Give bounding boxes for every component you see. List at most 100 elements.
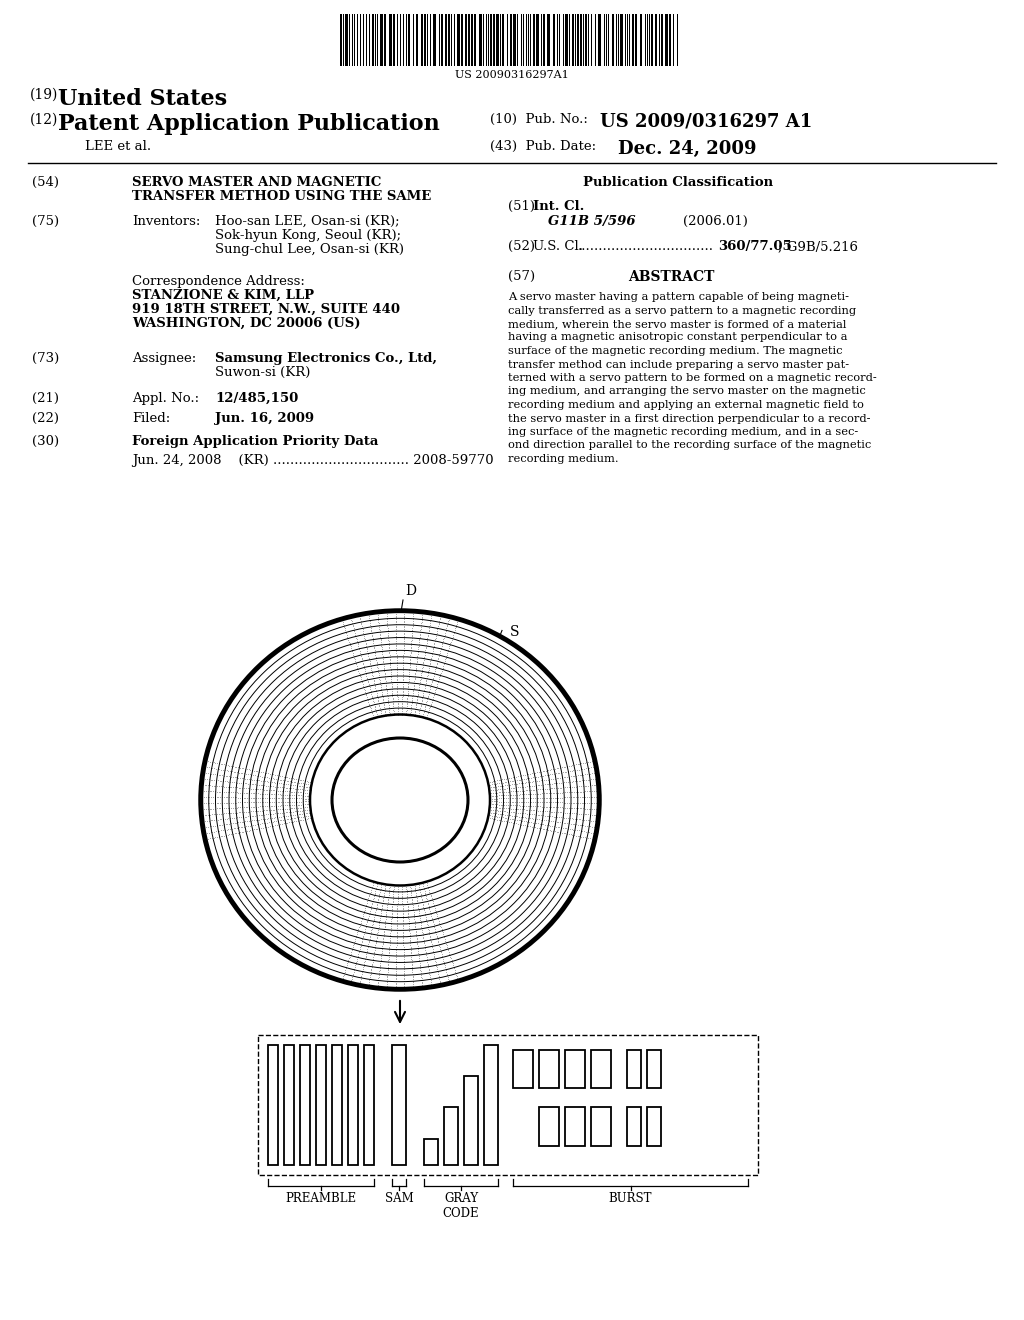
Text: D: D	[406, 583, 416, 598]
Text: (22): (22)	[32, 412, 59, 425]
Bar	[340, 15, 342, 66]
Bar	[651, 15, 653, 66]
Text: (30): (30)	[32, 436, 59, 447]
Text: (19): (19)	[30, 88, 58, 102]
Bar	[591, 1107, 611, 1146]
Text: Sok-hyun Kong, Seoul (KR);: Sok-hyun Kong, Seoul (KR);	[215, 228, 401, 242]
Text: 360/77.05: 360/77.05	[718, 240, 792, 253]
Bar	[258, 1035, 758, 1175]
Text: PREAMBLE: PREAMBLE	[286, 1192, 356, 1205]
Bar	[457, 15, 460, 66]
Bar	[464, 1076, 478, 1166]
Bar	[364, 1045, 374, 1166]
Bar	[510, 15, 512, 66]
Bar	[389, 15, 392, 66]
Text: (75): (75)	[32, 215, 59, 228]
Bar	[449, 15, 450, 66]
Bar	[577, 15, 579, 66]
Bar	[665, 15, 668, 66]
Bar	[534, 15, 535, 66]
Text: (2006.01): (2006.01)	[683, 215, 748, 228]
Ellipse shape	[332, 738, 468, 862]
Bar	[553, 15, 555, 66]
Text: SERVO MASTER AND MAGNETIC: SERVO MASTER AND MAGNETIC	[132, 176, 381, 189]
Text: Jun. 24, 2008    (KR) ................................ 2008-59770: Jun. 24, 2008 (KR) .....................…	[132, 454, 494, 467]
Text: Hoo-san LEE, Osan-si (KR);: Hoo-san LEE, Osan-si (KR);	[215, 215, 399, 228]
Bar	[513, 15, 516, 66]
Bar	[547, 15, 550, 66]
Text: (54): (54)	[32, 176, 59, 189]
Bar	[580, 15, 582, 66]
Text: WASHINGTON, DC 20006 (US): WASHINGTON, DC 20006 (US)	[132, 317, 360, 330]
Bar	[380, 15, 383, 66]
Text: (21): (21)	[32, 392, 59, 405]
Bar	[662, 15, 663, 66]
Text: ABSTRACT: ABSTRACT	[628, 271, 715, 284]
Text: (52): (52)	[508, 240, 535, 253]
Bar	[565, 1107, 585, 1146]
Bar	[627, 1049, 641, 1089]
Text: Patent Application Publication: Patent Application Publication	[58, 114, 439, 135]
Text: ing medium, and arranging the servo master on the magnetic: ing medium, and arranging the servo mast…	[508, 387, 865, 396]
Text: Assignee:: Assignee:	[132, 352, 197, 366]
Bar	[474, 15, 476, 66]
Bar	[565, 1049, 585, 1089]
Text: SAM: SAM	[385, 1192, 414, 1205]
Bar	[471, 15, 473, 66]
Bar	[502, 15, 504, 66]
Bar	[268, 1045, 278, 1166]
Text: Sung-chul Lee, Osan-si (KR): Sung-chul Lee, Osan-si (KR)	[215, 243, 404, 256]
Bar	[669, 15, 671, 66]
Bar	[484, 1045, 498, 1166]
Bar	[493, 15, 495, 66]
Text: recording medium.: recording medium.	[508, 454, 618, 465]
Bar	[612, 15, 614, 66]
Bar	[640, 15, 642, 66]
Text: ................................: ................................	[578, 240, 714, 253]
Text: A servo master having a pattern capable of being magneti-: A servo master having a pattern capable …	[508, 292, 849, 302]
Bar	[461, 15, 463, 66]
Text: GRAY
CODE: GRAY CODE	[442, 1192, 479, 1220]
Text: (73): (73)	[32, 352, 59, 366]
Bar	[655, 15, 657, 66]
Bar	[345, 15, 348, 66]
Text: U.S. Cl.: U.S. Cl.	[534, 240, 583, 253]
Bar	[421, 15, 423, 66]
Bar	[441, 15, 443, 66]
Bar	[591, 1049, 611, 1089]
Bar	[632, 15, 634, 66]
Text: US 20090316297A1: US 20090316297A1	[455, 70, 569, 81]
Bar	[647, 1107, 662, 1146]
Bar	[585, 15, 587, 66]
Text: Dec. 24, 2009: Dec. 24, 2009	[618, 140, 757, 158]
Text: 919 18TH STREET, N.W., SUITE 440: 919 18TH STREET, N.W., SUITE 440	[132, 304, 400, 315]
Bar	[479, 15, 482, 66]
Bar	[408, 15, 410, 66]
Text: 12/485,150: 12/485,150	[215, 392, 298, 405]
Text: (10)  Pub. No.:: (10) Pub. No.:	[490, 114, 588, 125]
Bar	[444, 1107, 458, 1166]
Bar	[627, 1107, 641, 1146]
Text: BURST: BURST	[608, 1192, 652, 1205]
Bar	[433, 15, 436, 66]
Bar	[445, 15, 447, 66]
Text: (51): (51)	[508, 201, 535, 213]
Text: transfer method can include preparing a servo master pat-: transfer method can include preparing a …	[508, 359, 849, 370]
Text: US 2009/0316297 A1: US 2009/0316297 A1	[600, 114, 812, 131]
Text: Appl. No.:: Appl. No.:	[132, 392, 199, 405]
Bar	[496, 15, 499, 66]
Text: ; G9B/5.216: ; G9B/5.216	[778, 240, 858, 253]
Text: G11B 5/596: G11B 5/596	[548, 215, 636, 228]
Bar	[539, 1049, 559, 1089]
Text: (43)  Pub. Date:: (43) Pub. Date:	[490, 140, 596, 153]
Bar	[543, 15, 545, 66]
Bar	[384, 15, 386, 66]
Bar	[598, 15, 601, 66]
Bar	[513, 1049, 534, 1089]
Bar	[393, 15, 395, 66]
Text: the servo master in a first direction perpendicular to a record-: the servo master in a first direction pe…	[508, 413, 870, 424]
Text: Samsung Electronics Co., Ltd,: Samsung Electronics Co., Ltd,	[215, 352, 437, 366]
Text: Int. Cl.: Int. Cl.	[534, 201, 585, 213]
Bar	[300, 1045, 310, 1166]
Bar	[332, 1045, 342, 1166]
